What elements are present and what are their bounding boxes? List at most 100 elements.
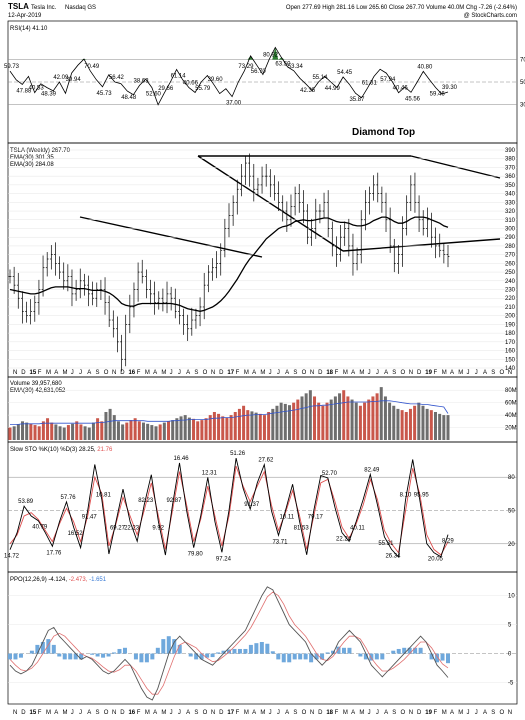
symbol: TSLA <box>8 2 29 11</box>
volume-bar <box>41 421 45 440</box>
ppo-line <box>9 586 449 701</box>
ppo-histogram-bar <box>194 653 199 660</box>
volume-bar <box>129 420 133 440</box>
price-x-tick: D <box>219 370 224 376</box>
ppo-histogram-bar <box>336 646 341 654</box>
price-tick-360: 360 <box>505 174 516 180</box>
rsi-peak-label: 59.46 <box>430 92 446 98</box>
volume-bar <box>225 417 229 440</box>
ppo-x-tick: J <box>368 710 371 716</box>
ppo-x-tick: 18 <box>326 710 333 716</box>
sto-peak-label: 16.46 <box>174 456 190 462</box>
ppo-x-tick: 16 <box>128 710 135 716</box>
rsi-peak-label: 80.92 <box>263 53 279 59</box>
volume-bar <box>62 427 66 440</box>
ppo-label-prefix: PPO(12,26,9) -4.124, <box>10 577 67 583</box>
ppo-histogram-bar <box>117 648 122 654</box>
volume-bar <box>96 418 100 440</box>
ppo-histogram-bar <box>259 642 264 654</box>
volume-bar <box>104 412 108 440</box>
sto-peak-label: 55.31 <box>378 541 394 547</box>
ppo-tick: 10 <box>508 594 515 600</box>
sto-peak-label: 40.11 <box>350 525 365 531</box>
price-tick-230: 230 <box>505 288 516 294</box>
ppo-x-tick: D <box>219 710 224 716</box>
volume-bar <box>300 396 304 440</box>
exchange: Nasdaq GS <box>65 5 96 11</box>
ppo-x-tick: J <box>71 710 74 716</box>
ppo-histogram-bar <box>161 639 166 654</box>
sto-peak-label: 14.72 <box>4 554 20 560</box>
ppo-histogram-bar <box>166 636 171 654</box>
price-x-tick: A <box>384 370 388 376</box>
volume-bar <box>33 425 37 440</box>
rsi-peak-label: 53.34 <box>288 64 304 70</box>
volume-bar <box>363 402 367 440</box>
rsi-peak-label: 40.53 <box>29 86 45 92</box>
ppo-x-tick: J <box>170 710 173 716</box>
sto-peak-label: 20.05 <box>428 557 444 563</box>
volume-bar <box>154 426 158 440</box>
rsi-peak-label: 56.42 <box>109 75 125 81</box>
volume-bar <box>79 424 83 440</box>
price-x-tick: M <box>260 370 265 376</box>
ppo-x-tick: J <box>79 710 82 716</box>
volume-bar <box>271 408 275 440</box>
price-x-tick: A <box>153 370 157 376</box>
price-x-tick: M <box>161 370 166 376</box>
volume-bar <box>396 408 400 440</box>
sto-peak-label: 26.34 <box>385 553 401 559</box>
volume-bar <box>187 417 191 440</box>
ppo-x-tick: A <box>87 710 91 716</box>
price-x-tick: A <box>54 370 58 376</box>
price-tick-290: 290 <box>505 235 516 241</box>
ppo-x-tick: N <box>508 710 512 716</box>
rsi-peak-label: 52.60 <box>146 92 162 98</box>
price-x-tick: O <box>104 370 109 376</box>
price-legend-2: EMA(30) 284.08 <box>10 162 54 168</box>
volume-tick: 40M <box>505 413 517 419</box>
price-tick-180: 180 <box>505 331 516 337</box>
ppo-signal-line <box>9 591 449 695</box>
volume-bar <box>217 413 221 440</box>
price-x-tick: O <box>203 370 208 376</box>
sto-peak-label: 12.31 <box>202 470 218 476</box>
ppo-histogram-bar <box>221 650 226 654</box>
ppo-x-tick: M <box>62 710 67 716</box>
sto-peak-label: 16.52 <box>68 531 84 537</box>
price-tick-330: 330 <box>505 200 516 206</box>
price-x-tick: M <box>145 370 150 376</box>
ppo-histogram-bar <box>177 644 182 654</box>
volume-bar <box>400 410 404 440</box>
ppo-x-tick: O <box>401 710 406 716</box>
volume-bar <box>66 425 70 440</box>
volume-bar <box>204 418 208 440</box>
rsi-peak-label: 61.31 <box>362 81 378 87</box>
volume-bar <box>262 415 266 440</box>
ppo-histogram-bar <box>150 653 155 660</box>
price-tick-370: 370 <box>505 165 516 171</box>
diamond-upper-left-line <box>197 155 344 252</box>
volume-bar <box>16 424 20 440</box>
price-x-tick: D <box>120 370 125 376</box>
volume-bar <box>58 426 62 440</box>
price-x-tick: F <box>38 370 42 376</box>
price-tick-150: 150 <box>505 357 516 363</box>
ppo-histogram-bar <box>112 652 117 654</box>
ppo-histogram-bar <box>254 643 259 654</box>
price-tick-340: 340 <box>505 192 516 198</box>
volume-bar <box>254 412 258 440</box>
diamond-upper-right-line <box>410 155 501 179</box>
volume-bar <box>383 396 387 440</box>
ppo-histogram-bar <box>205 653 210 658</box>
sto-peak-label: 9.92 <box>152 526 164 532</box>
ppo-x-tick: D <box>417 710 422 716</box>
ppo-x-tick: J <box>178 710 181 716</box>
ppo-x-tick: N <box>409 710 413 716</box>
sto-peak-label: 10.81 <box>96 492 112 498</box>
volume-bar <box>162 422 166 440</box>
rsi-peak-label: 42.35 <box>300 88 316 94</box>
price-tick-250: 250 <box>505 270 516 276</box>
price-x-tick: D <box>417 370 422 376</box>
volume-bar <box>392 405 396 440</box>
